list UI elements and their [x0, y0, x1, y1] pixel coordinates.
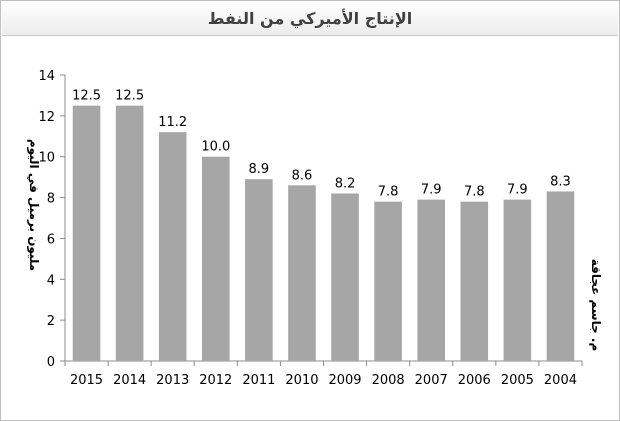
y-tick-label: 0 [47, 355, 55, 370]
bar-value-label: 10.0 [201, 140, 230, 155]
y-tick-label: 2 [47, 314, 55, 329]
bar-value-label: 7.8 [464, 185, 485, 200]
bar-value-label: 8.3 [550, 174, 571, 189]
x-tick-label: 2005 [501, 373, 534, 388]
x-tick-label: 2012 [199, 373, 232, 388]
x-tick-label: 2015 [70, 373, 103, 388]
chart-title: الإنتاج الأميركي من النفط [207, 9, 413, 28]
x-tick-label: 2009 [328, 373, 361, 388]
bar [546, 191, 575, 361]
y-tick-label: 4 [47, 273, 55, 288]
x-tick-label: 2004 [544, 373, 577, 388]
y-tick-label: 10 [38, 151, 55, 166]
bars: 12.5 12.5 11.2 10.0 8.9 8.6 8.2 7.8 7.9 7.8 7.9 8.3 [72, 89, 575, 362]
bar-value-label: 12.5 [115, 89, 144, 104]
bar-value-label: 8.9 [249, 162, 270, 177]
bar-value-label: 7.9 [421, 183, 442, 198]
x-axis: 2015 2014 2013 2012 2011 2010 2009 2008 2007 2006… [64, 360, 583, 388]
x-tick-label: 2011 [242, 373, 275, 388]
author-credit: م. جاسم عجاقة [588, 259, 603, 352]
bar [288, 185, 316, 361]
bar-value-label: 11.2 [158, 115, 187, 130]
y-tick-label: 14 [38, 69, 55, 84]
bar [374, 201, 402, 361]
bar [503, 199, 532, 361]
bar [202, 156, 230, 361]
bar [115, 105, 144, 362]
bar-value-label: 8.6 [292, 168, 313, 183]
y-axis: 0 2 4 6 8 10 12 14 [38, 69, 66, 370]
bar [331, 193, 359, 361]
y-axis-title: مليون برميل في اليوم [26, 139, 41, 271]
bar [417, 199, 445, 361]
bar-value-label: 7.8 [378, 185, 399, 200]
chart-title-bar: الإنتاج الأميركي من النفط [2, 2, 618, 36]
x-tick-label: 2008 [372, 373, 405, 388]
x-tick-label: 2006 [458, 373, 491, 388]
bar [460, 201, 489, 361]
x-tick-label: 2014 [113, 373, 146, 388]
bar [245, 179, 273, 361]
x-tick-label: 2013 [156, 373, 189, 388]
y-tick-label: 6 [47, 232, 55, 247]
bar-value-label: 12.5 [72, 89, 101, 104]
y-tick-label: 8 [47, 192, 55, 207]
bar-value-label: 7.9 [507, 183, 528, 198]
x-tick-label: 2007 [415, 373, 448, 388]
bar [158, 132, 187, 361]
bar-value-label: 8.2 [335, 176, 356, 191]
bar [72, 105, 101, 362]
y-tick-label: 12 [38, 110, 55, 125]
x-tick-label: 2010 [285, 373, 318, 388]
